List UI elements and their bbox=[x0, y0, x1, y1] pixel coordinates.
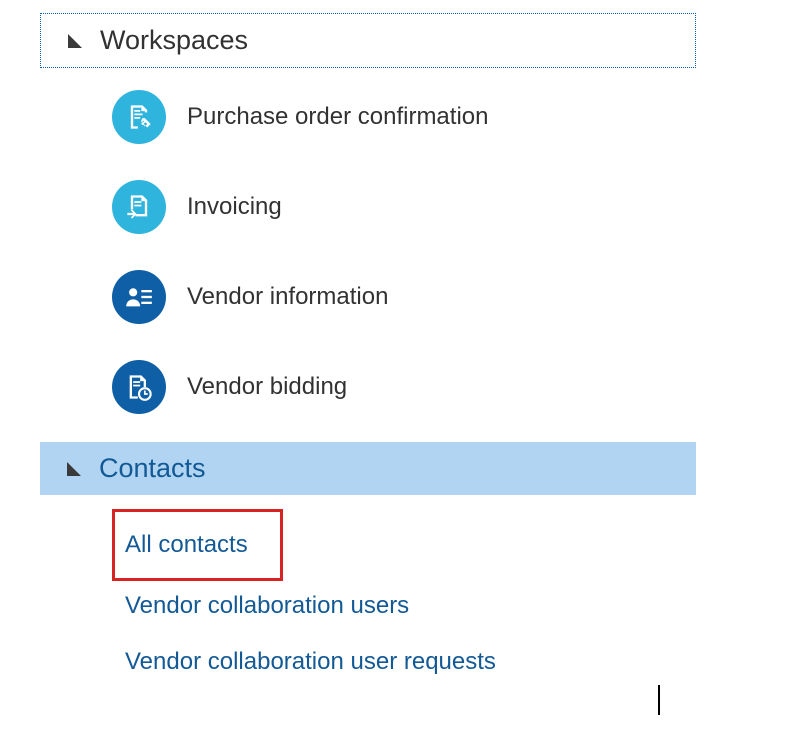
sub-item-vendor-users[interactable]: Vendor collaboration users bbox=[115, 581, 696, 631]
contacts-header[interactable]: Contacts bbox=[40, 442, 696, 495]
nav-item-vendor-info[interactable]: Vendor information bbox=[112, 266, 696, 328]
sub-item-all-contacts[interactable]: All contacts bbox=[115, 520, 258, 570]
nav-label: Vendor bidding bbox=[187, 373, 347, 401]
nav-label: Purchase order confirmation bbox=[187, 103, 488, 131]
nav-item-purchase-order[interactable]: Purchase order confirmation bbox=[112, 86, 696, 148]
nav-label: Vendor information bbox=[187, 283, 388, 311]
workspaces-header[interactable]: Workspaces bbox=[40, 13, 696, 68]
workspaces-title: Workspaces bbox=[100, 25, 248, 56]
document-arrow-icon bbox=[112, 180, 166, 234]
person-list-icon bbox=[112, 270, 166, 324]
triangle-down-icon bbox=[68, 34, 82, 48]
nav-label: Invoicing bbox=[187, 193, 282, 221]
document-check-icon bbox=[112, 90, 166, 144]
document-clock-icon bbox=[112, 360, 166, 414]
nav-item-invoicing[interactable]: Invoicing bbox=[112, 176, 696, 238]
contacts-items: All contacts Vendor collaboration users … bbox=[40, 495, 696, 687]
contacts-title: Contacts bbox=[99, 453, 206, 484]
sub-item-vendor-requests[interactable]: Vendor collaboration user requests bbox=[115, 637, 696, 687]
nav-item-vendor-bidding[interactable]: Vendor bidding bbox=[112, 356, 696, 418]
highlight-box: All contacts bbox=[112, 509, 283, 581]
triangle-down-icon bbox=[67, 462, 81, 476]
workspaces-items: Purchase order confirmation Invoicing Ve… bbox=[40, 68, 696, 442]
text-cursor bbox=[658, 685, 660, 715]
